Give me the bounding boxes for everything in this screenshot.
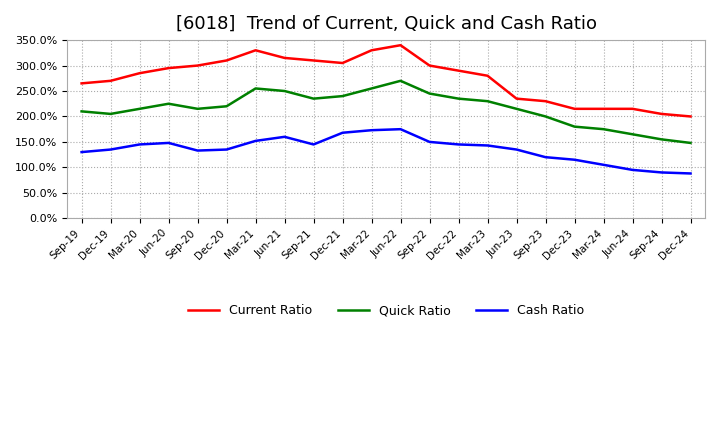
Quick Ratio bbox=[599, 127, 608, 132]
Quick Ratio bbox=[193, 106, 202, 111]
Cash Ratio bbox=[367, 128, 376, 133]
Cash Ratio bbox=[164, 140, 173, 146]
Current Ratio bbox=[628, 106, 636, 111]
Quick Ratio bbox=[135, 106, 144, 111]
Quick Ratio bbox=[483, 99, 492, 104]
Quick Ratio bbox=[541, 114, 550, 119]
Cash Ratio bbox=[280, 134, 289, 139]
Cash Ratio bbox=[107, 147, 115, 152]
Cash Ratio bbox=[512, 147, 521, 152]
Current Ratio bbox=[541, 99, 550, 104]
Current Ratio bbox=[164, 66, 173, 71]
Current Ratio bbox=[251, 48, 260, 53]
Current Ratio bbox=[426, 63, 434, 68]
Current Ratio bbox=[454, 68, 463, 73]
Quick Ratio bbox=[512, 106, 521, 111]
Cash Ratio bbox=[628, 167, 636, 172]
Current Ratio bbox=[77, 81, 86, 86]
Cash Ratio bbox=[222, 147, 231, 152]
Quick Ratio bbox=[686, 140, 695, 146]
Current Ratio bbox=[338, 60, 347, 66]
Cash Ratio bbox=[251, 138, 260, 143]
Current Ratio bbox=[483, 73, 492, 78]
Cash Ratio bbox=[338, 130, 347, 136]
Quick Ratio bbox=[77, 109, 86, 114]
Current Ratio bbox=[396, 43, 405, 48]
Current Ratio bbox=[570, 106, 579, 111]
Title: [6018]  Trend of Current, Quick and Cash Ratio: [6018] Trend of Current, Quick and Cash … bbox=[176, 15, 597, 33]
Cash Ratio bbox=[193, 148, 202, 153]
Cash Ratio bbox=[483, 143, 492, 148]
Quick Ratio bbox=[309, 96, 318, 101]
Cash Ratio bbox=[454, 142, 463, 147]
Current Ratio bbox=[686, 114, 695, 119]
Cash Ratio bbox=[426, 139, 434, 145]
Quick Ratio bbox=[454, 96, 463, 101]
Current Ratio bbox=[512, 96, 521, 101]
Quick Ratio bbox=[338, 93, 347, 99]
Cash Ratio bbox=[686, 171, 695, 176]
Quick Ratio bbox=[251, 86, 260, 91]
Current Ratio bbox=[309, 58, 318, 63]
Current Ratio bbox=[107, 78, 115, 84]
Quick Ratio bbox=[570, 124, 579, 129]
Legend: Current Ratio, Quick Ratio, Cash Ratio: Current Ratio, Quick Ratio, Cash Ratio bbox=[183, 299, 589, 323]
Current Ratio bbox=[599, 106, 608, 111]
Quick Ratio bbox=[107, 111, 115, 117]
Line: Current Ratio: Current Ratio bbox=[81, 45, 690, 117]
Cash Ratio bbox=[599, 162, 608, 168]
Quick Ratio bbox=[280, 88, 289, 94]
Current Ratio bbox=[280, 55, 289, 61]
Quick Ratio bbox=[396, 78, 405, 84]
Line: Cash Ratio: Cash Ratio bbox=[81, 129, 690, 173]
Quick Ratio bbox=[628, 132, 636, 137]
Quick Ratio bbox=[426, 91, 434, 96]
Cash Ratio bbox=[657, 170, 666, 175]
Cash Ratio bbox=[135, 142, 144, 147]
Current Ratio bbox=[367, 48, 376, 53]
Quick Ratio bbox=[164, 101, 173, 106]
Current Ratio bbox=[135, 70, 144, 76]
Cash Ratio bbox=[541, 154, 550, 160]
Current Ratio bbox=[193, 63, 202, 68]
Cash Ratio bbox=[309, 142, 318, 147]
Quick Ratio bbox=[367, 86, 376, 91]
Cash Ratio bbox=[77, 150, 86, 155]
Line: Quick Ratio: Quick Ratio bbox=[81, 81, 690, 143]
Quick Ratio bbox=[657, 137, 666, 142]
Cash Ratio bbox=[570, 157, 579, 162]
Cash Ratio bbox=[396, 127, 405, 132]
Quick Ratio bbox=[222, 104, 231, 109]
Current Ratio bbox=[222, 58, 231, 63]
Current Ratio bbox=[657, 111, 666, 117]
